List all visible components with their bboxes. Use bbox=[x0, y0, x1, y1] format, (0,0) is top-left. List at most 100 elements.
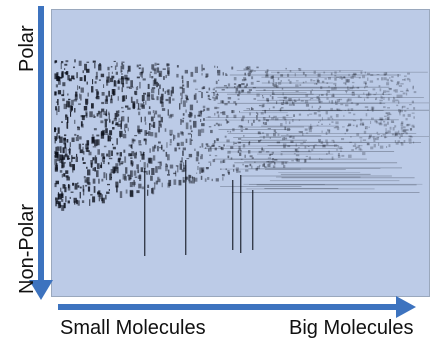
spot bbox=[277, 81, 282, 85]
spot bbox=[386, 116, 390, 120]
spot bbox=[215, 80, 218, 85]
spot bbox=[207, 177, 210, 180]
spot bbox=[85, 111, 88, 116]
x-axis-left-label: Small Molecules bbox=[60, 317, 206, 339]
spot bbox=[186, 98, 189, 101]
spot bbox=[87, 150, 90, 152]
spot bbox=[94, 155, 97, 158]
spot bbox=[251, 122, 253, 126]
spot bbox=[346, 99, 348, 103]
spot bbox=[379, 88, 382, 92]
spot bbox=[305, 80, 307, 83]
spot bbox=[304, 146, 307, 149]
spot bbox=[269, 95, 272, 97]
spot bbox=[277, 77, 280, 81]
spot bbox=[341, 154, 345, 157]
spot bbox=[247, 67, 251, 70]
spot-layer bbox=[54, 59, 429, 256]
spot bbox=[393, 97, 396, 100]
spot bbox=[111, 71, 113, 74]
spot bbox=[120, 122, 122, 130]
spot bbox=[66, 139, 69, 143]
spot bbox=[309, 99, 311, 101]
spot bbox=[151, 168, 155, 175]
spot bbox=[138, 67, 141, 70]
spot bbox=[262, 96, 265, 99]
spot bbox=[284, 118, 287, 121]
spot bbox=[233, 137, 282, 138]
spot bbox=[321, 123, 323, 125]
spot bbox=[165, 74, 167, 79]
spot bbox=[406, 107, 409, 110]
spot bbox=[283, 164, 286, 168]
spot bbox=[257, 113, 259, 116]
spot bbox=[404, 78, 406, 81]
spot bbox=[88, 151, 92, 156]
spot bbox=[390, 120, 394, 123]
spot bbox=[111, 75, 115, 79]
spot bbox=[298, 68, 302, 71]
spot bbox=[84, 179, 88, 183]
spot bbox=[65, 60, 69, 63]
spot bbox=[134, 90, 136, 95]
spot bbox=[90, 194, 93, 196]
spot bbox=[124, 74, 128, 80]
spot bbox=[149, 157, 153, 164]
spot bbox=[126, 77, 130, 81]
spot bbox=[188, 174, 191, 182]
spot bbox=[92, 79, 94, 85]
spot bbox=[166, 90, 169, 93]
spot bbox=[378, 85, 381, 88]
spot bbox=[367, 77, 369, 81]
spot bbox=[61, 159, 64, 165]
spot bbox=[292, 104, 295, 106]
spot bbox=[143, 138, 147, 142]
spot bbox=[386, 90, 390, 93]
spot bbox=[165, 164, 168, 168]
spot bbox=[316, 83, 318, 85]
spot bbox=[80, 87, 84, 93]
spot bbox=[141, 67, 144, 73]
spot bbox=[317, 111, 321, 113]
spot bbox=[390, 113, 392, 116]
spot bbox=[101, 198, 104, 202]
spot bbox=[76, 72, 78, 79]
spot bbox=[248, 89, 252, 91]
spot bbox=[213, 97, 216, 101]
spot bbox=[237, 98, 240, 100]
spot bbox=[147, 189, 149, 196]
spot bbox=[265, 169, 346, 170]
spot bbox=[62, 82, 66, 87]
spot bbox=[145, 100, 147, 105]
spot bbox=[233, 83, 237, 85]
spot bbox=[310, 78, 313, 82]
spot bbox=[210, 163, 212, 166]
spot bbox=[378, 142, 380, 146]
spot bbox=[355, 146, 359, 149]
spot bbox=[149, 123, 151, 131]
spot bbox=[97, 192, 101, 197]
spot bbox=[213, 87, 356, 89]
spot bbox=[256, 115, 258, 118]
spot bbox=[230, 146, 234, 149]
spot bbox=[59, 77, 62, 79]
spot bbox=[351, 149, 354, 151]
spot bbox=[406, 124, 409, 127]
spot bbox=[99, 192, 102, 195]
spot bbox=[109, 173, 112, 181]
spot bbox=[296, 158, 300, 162]
spot bbox=[367, 72, 371, 75]
spot bbox=[102, 129, 106, 135]
spot bbox=[199, 167, 201, 174]
spot bbox=[241, 175, 392, 177]
spot bbox=[198, 162, 200, 164]
spot bbox=[194, 93, 197, 100]
spot bbox=[255, 90, 368, 91]
spot bbox=[162, 88, 164, 92]
spot bbox=[358, 77, 361, 79]
spot bbox=[385, 112, 389, 114]
spot bbox=[142, 152, 145, 156]
spot bbox=[94, 139, 98, 147]
spot bbox=[92, 146, 97, 148]
spot bbox=[157, 114, 161, 118]
